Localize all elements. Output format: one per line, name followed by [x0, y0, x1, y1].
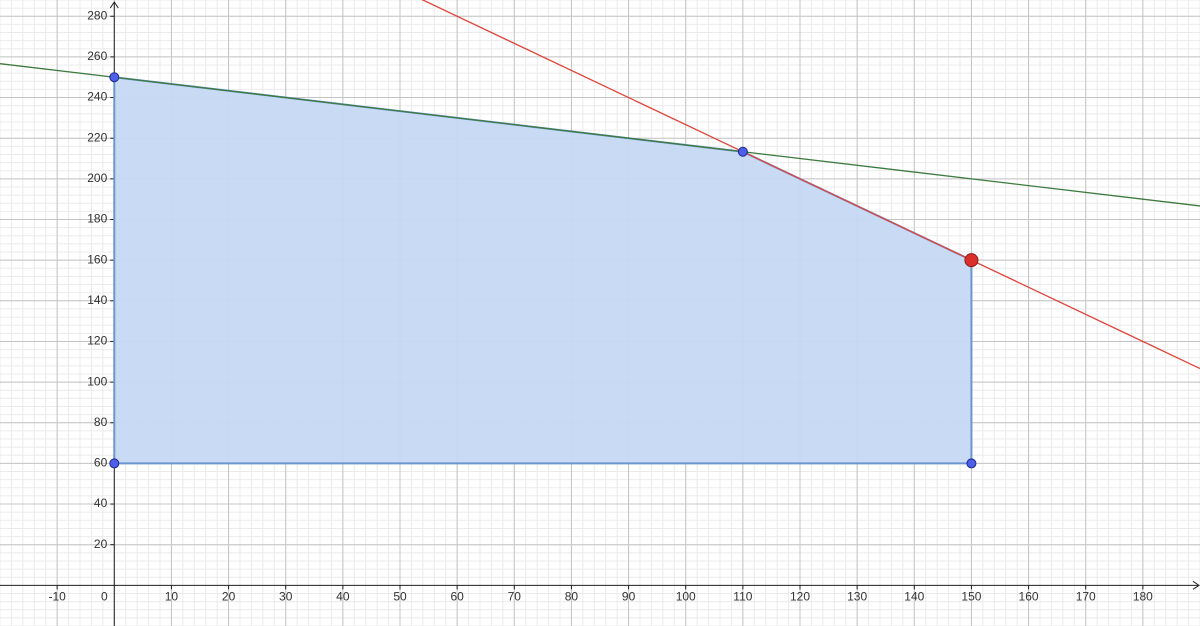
x-tick-label: 120: [790, 590, 810, 604]
x-tick-label: 60: [450, 590, 464, 604]
x-tick-label: 180: [1133, 590, 1153, 604]
x-tick-label: 90: [622, 590, 636, 604]
vertex-point: [964, 253, 979, 268]
x-tick-label: 110: [733, 590, 752, 604]
y-tick-label: 260: [87, 49, 107, 63]
y-tick-label: 60: [94, 456, 108, 470]
vertex-point: [109, 72, 120, 83]
y-tick-label: 280: [87, 8, 107, 22]
y-tick-label: 120: [87, 334, 107, 348]
x-tick-label: 170: [1076, 590, 1096, 604]
y-tick-label: 20: [94, 537, 108, 551]
y-tick-label: 220: [87, 130, 107, 144]
x-tick-label: 20: [222, 590, 236, 604]
x-tick-label: 40: [336, 590, 350, 604]
x-tick-label: 50: [393, 590, 407, 604]
x-tick-label: 80: [565, 590, 579, 604]
y-tick-label: 180: [87, 212, 107, 226]
feasible-region: [113, 76, 973, 465]
x-tick-label: 70: [508, 590, 522, 604]
y-axis-arrow: [109, 1, 119, 9]
x-tick-label: 30: [279, 590, 293, 604]
y-tick-label: 240: [87, 90, 107, 104]
y-tick-label: 200: [87, 171, 107, 185]
vertex-point: [966, 458, 977, 469]
x-tick-label: 160: [1019, 590, 1039, 604]
vertex-point: [109, 458, 120, 469]
constraint-line: [0, 63, 1200, 207]
y-tick-label: 40: [94, 496, 108, 510]
x-tick-label: -10: [48, 590, 66, 604]
y-tick-label: 80: [94, 415, 108, 429]
x-axis-arrow: [1192, 580, 1200, 590]
x-tick-label: 0: [101, 590, 108, 604]
x-tick-label: 100: [676, 590, 696, 604]
y-tick-label: 160: [87, 252, 107, 266]
vertex-point: [737, 146, 748, 157]
x-tick-label: 150: [961, 590, 981, 604]
constraint-line: [421, 0, 1200, 370]
x-tick-label: 130: [847, 590, 867, 604]
y-tick-label: 140: [87, 293, 107, 307]
y-tick-label: 100: [87, 374, 107, 388]
x-tick-label: 140: [904, 590, 924, 604]
x-tick-label: 10: [165, 590, 179, 604]
